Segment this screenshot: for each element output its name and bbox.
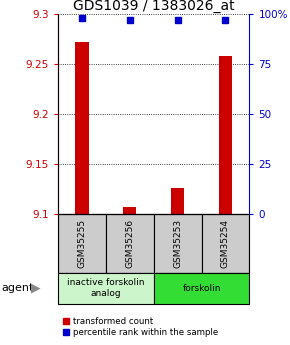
Text: inactive forskolin
analog: inactive forskolin analog (67, 278, 145, 298)
Bar (154, 273, 249, 304)
Bar (154, 214, 202, 273)
Text: GSM35255: GSM35255 (77, 219, 86, 268)
Title: GDS1039 / 1383026_at: GDS1039 / 1383026_at (73, 0, 235, 13)
Bar (202, 214, 249, 273)
Bar (58, 273, 154, 304)
Text: GSM35254: GSM35254 (221, 219, 230, 268)
Bar (75, 42, 89, 214)
Text: ▶: ▶ (31, 282, 41, 295)
Text: agent: agent (1, 283, 34, 293)
Bar (106, 214, 154, 273)
Legend: transformed count, percentile rank within the sample: transformed count, percentile rank withi… (59, 313, 222, 341)
Text: GSM35253: GSM35253 (173, 219, 182, 268)
Bar (171, 188, 184, 214)
Bar (219, 56, 232, 214)
Bar (58, 214, 106, 273)
Text: forskolin: forskolin (182, 284, 221, 293)
Bar (123, 207, 137, 214)
Text: GSM35256: GSM35256 (125, 219, 134, 268)
